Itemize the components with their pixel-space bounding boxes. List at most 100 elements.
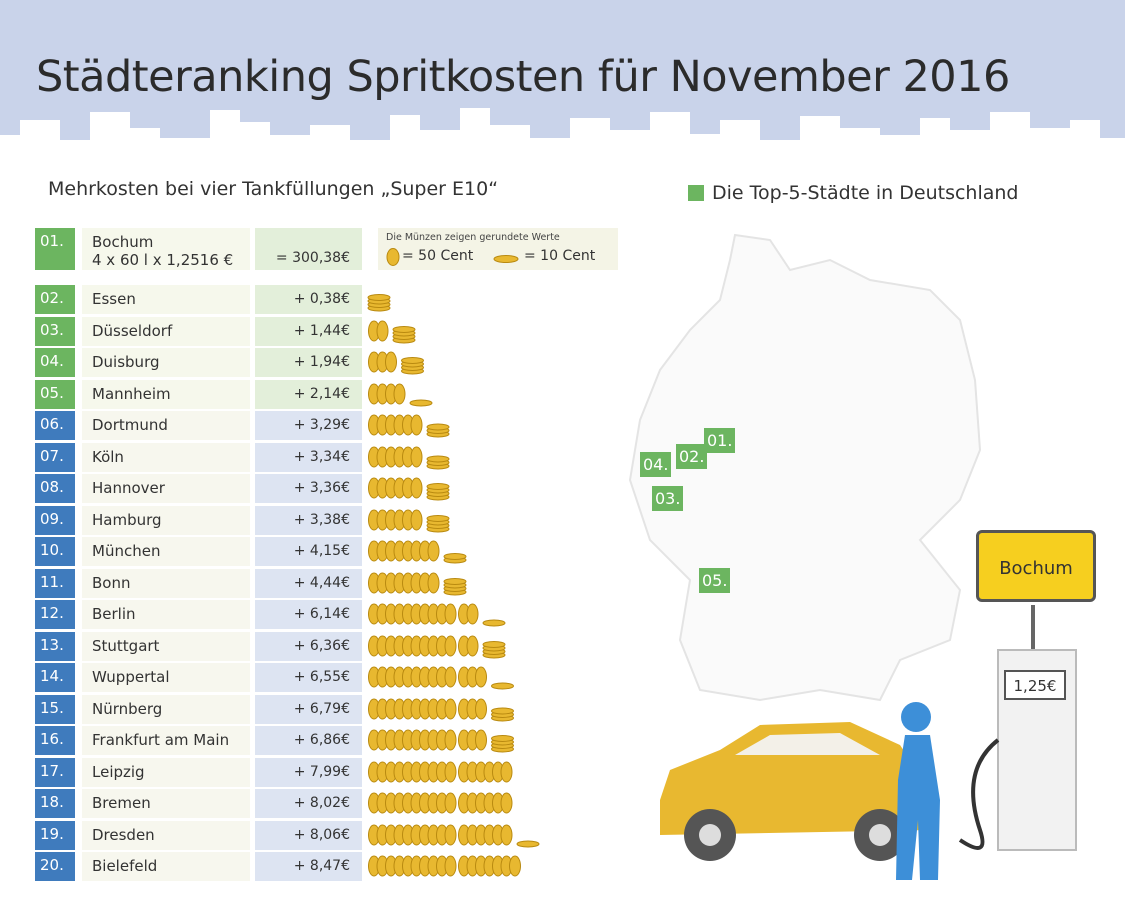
coin-50-cent [444, 761, 457, 782]
coin-50-cent [444, 824, 457, 845]
coin-10-cent [491, 682, 514, 690]
person-icon [896, 702, 940, 880]
coin-50-cent [410, 446, 423, 467]
city-name: Essen [82, 285, 250, 314]
city-name: Köln [82, 442, 250, 472]
coin-10-cent [482, 640, 506, 648]
coin-50-cent [410, 414, 423, 436]
coin-row [368, 824, 540, 847]
table-row: 15. Nürnberg + 6,79€ [35, 694, 362, 724]
city: Hannover [92, 479, 165, 497]
table-row: 12. Berlin + 6,14€ [35, 600, 362, 629]
city: Duisburg [92, 353, 160, 371]
rank: 01. [35, 228, 75, 270]
coin-10-cent [443, 577, 467, 585]
city-name: Hannover [82, 474, 250, 503]
extra-cost: + 7,99€ [255, 757, 362, 787]
rank: 06. [35, 411, 75, 440]
rank: 12. [35, 600, 75, 629]
coin-row [368, 729, 514, 753]
coin-10-cent [392, 325, 416, 333]
table-row: 05. Mannheim + 2,14€ [35, 379, 362, 409]
extra-cost: + 8,02€ [255, 789, 362, 818]
coin-50-cent [444, 666, 457, 688]
city: Berlin [92, 605, 136, 623]
city-name: Düsseldorf [82, 316, 250, 346]
extra-cost: + 2,14€ [255, 379, 362, 409]
coin-10-cent [401, 357, 424, 364]
city-name: Dortmund [82, 411, 250, 440]
map-legend-label: Die Top-5-Städte in Deutschland [712, 182, 1019, 204]
pump-price: 1,25€ [1004, 670, 1066, 700]
city-sign: Bochum [976, 530, 1096, 602]
extra-cost: + 3,38€ [255, 505, 362, 535]
table-row: 10. München + 4,15€ [35, 537, 362, 566]
map-label-02: 02. [676, 444, 708, 469]
rank: 07. [35, 442, 75, 472]
extra-cost: + 6,36€ [255, 631, 362, 661]
city-name: Frankfurt am Main [82, 726, 250, 755]
city: Köln [92, 447, 124, 466]
big-coin-icon [386, 248, 400, 266]
coin-row [368, 509, 450, 532]
rank: 15. [35, 694, 75, 724]
city: Bremen [92, 794, 151, 812]
rank: 16. [35, 726, 75, 755]
city: Mannheim [92, 384, 171, 403]
rank: 18. [35, 789, 75, 818]
coin-50-cent [444, 635, 457, 656]
coin-50-cent [393, 383, 406, 404]
table-row: 18. Bremen + 8,02€ [35, 789, 362, 818]
coin-row [368, 635, 506, 658]
city: Bielefeld [92, 857, 158, 875]
extra-cost: + 6,86€ [255, 726, 362, 755]
coin-row [368, 320, 416, 343]
skyline-header [0, 0, 1125, 170]
city: Bonn [92, 573, 131, 592]
table-row: 04. Duisburg + 1,94€ [35, 348, 362, 377]
rank: 04. [35, 348, 75, 377]
fuel-pump-icon [958, 605, 1077, 851]
formula: 4 x 60 l x 1,2516 € [92, 251, 234, 269]
extra-cost: + 1,94€ [255, 348, 362, 377]
city-name: Leipzig [82, 757, 250, 787]
coin-10-cent [426, 514, 450, 522]
map-label-04: 04. [640, 452, 672, 477]
coin-50-cent [444, 698, 457, 719]
coin-row [368, 572, 467, 595]
table-row: 06. Dortmund + 3,29€ [35, 411, 362, 440]
coin-50-cent [500, 824, 513, 845]
rank: 19. [35, 820, 75, 850]
coin-10-cent [367, 294, 391, 301]
coin-row [368, 414, 450, 438]
city: Frankfurt am Main [92, 731, 230, 749]
map-label-05: 05. [699, 568, 731, 593]
city-name: Dresden [82, 820, 250, 850]
extra-cost: + 4,44€ [255, 568, 362, 598]
extra-cost: + 3,29€ [255, 411, 362, 440]
coin-10-cent [409, 399, 433, 406]
city: München [92, 542, 161, 560]
table-row: 09. Hamburg + 3,38€ [35, 505, 362, 535]
coin-50-cent [410, 477, 423, 499]
coin-row [368, 540, 467, 564]
city-name: Stuttgart [82, 631, 250, 661]
table-row: 07. Köln + 3,34€ [35, 442, 362, 472]
city-name: Bonn [82, 568, 250, 598]
city: Hamburg [92, 510, 162, 529]
table-row: 20. Bielefeld + 8,47€ [35, 852, 362, 881]
coin-10-cent [516, 840, 540, 847]
coin-row [367, 294, 391, 312]
rank: 14. [35, 663, 75, 692]
city-name: Mannheim [82, 379, 250, 409]
coin-50-cent [444, 729, 457, 751]
coin-50-cent [385, 351, 397, 373]
city-name: Hamburg [82, 505, 250, 535]
small-coin-label: = 10 Cent [524, 248, 596, 264]
table-row: 03. Düsseldorf + 1,44€ [35, 316, 362, 346]
coin-row [368, 761, 513, 782]
coin-10-cent [443, 553, 467, 560]
coin-row [368, 603, 506, 627]
city-name: Bremen [82, 789, 250, 818]
